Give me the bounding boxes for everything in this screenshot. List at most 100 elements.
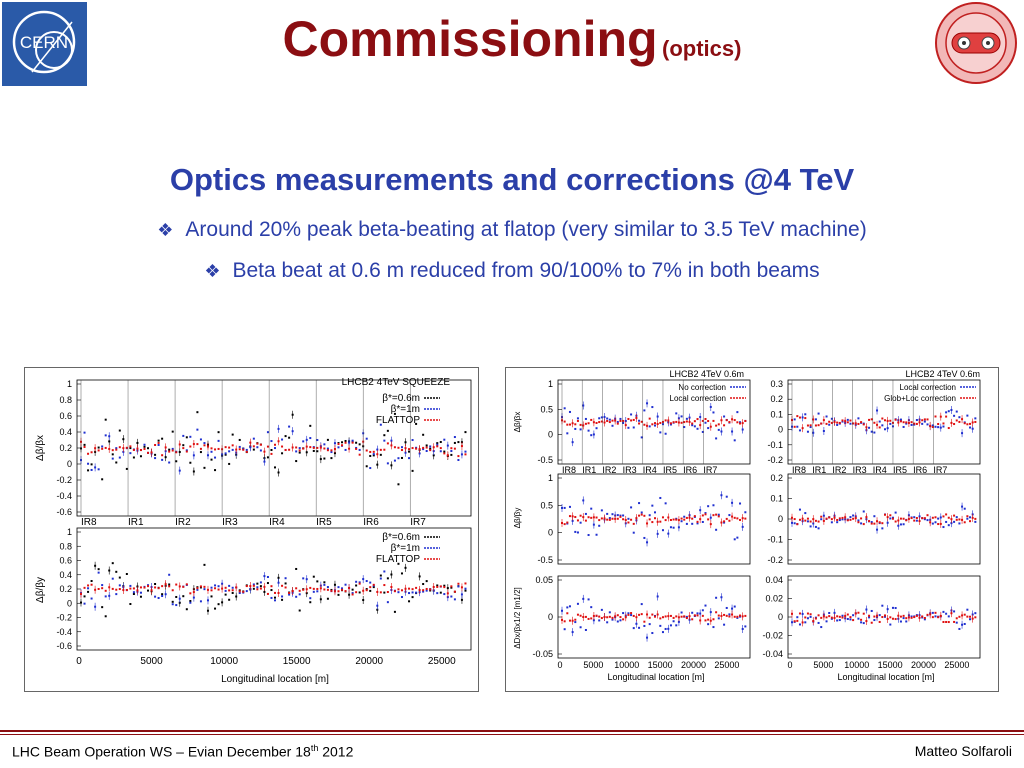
data-point	[953, 414, 956, 417]
data-point	[937, 426, 940, 429]
data-point	[274, 443, 276, 446]
data-point	[284, 582, 287, 585]
data-point	[651, 423, 654, 426]
data-point	[256, 582, 259, 585]
slide-title: Commissioning (optics)	[0, 10, 1024, 68]
data-point	[913, 422, 916, 425]
data-point	[942, 610, 945, 613]
data-point	[798, 508, 801, 511]
data-point	[611, 517, 614, 520]
y-tick-label: -0.2	[56, 475, 72, 485]
data-point	[841, 420, 844, 423]
data-point	[598, 524, 601, 527]
data-point	[139, 595, 142, 598]
y-tick-label: 0	[778, 425, 783, 435]
data-point	[302, 577, 305, 580]
data-point	[934, 615, 937, 618]
data-point	[393, 446, 396, 449]
data-point	[712, 419, 715, 422]
data-point	[369, 454, 372, 457]
y-tick-label: -0.4	[56, 627, 72, 637]
data-point	[316, 587, 319, 590]
data-point	[584, 519, 587, 522]
ir-label: IR7	[933, 465, 947, 475]
data-point	[464, 453, 467, 456]
data-point	[704, 619, 707, 622]
data-point	[958, 615, 961, 618]
data-point	[266, 575, 269, 578]
data-point	[632, 418, 635, 421]
data-point	[358, 582, 361, 585]
data-point	[83, 431, 86, 434]
ir-label: IR3	[853, 465, 867, 475]
data-point	[90, 597, 93, 600]
data-point	[386, 591, 389, 594]
y-tick-label: 0.3	[770, 379, 783, 389]
data-point	[576, 417, 579, 420]
data-point	[143, 447, 146, 450]
data-point	[966, 608, 969, 611]
data-point	[210, 458, 213, 461]
data-point	[675, 615, 678, 618]
data-point	[947, 427, 950, 430]
data-point	[97, 571, 100, 574]
data-point	[111, 587, 114, 590]
data-point	[857, 417, 860, 420]
data-point	[355, 584, 358, 587]
data-point	[798, 518, 801, 521]
data-point	[411, 469, 414, 472]
title-sub: (optics)	[662, 36, 742, 61]
data-point	[579, 521, 582, 524]
data-point	[611, 424, 614, 427]
data-point	[270, 585, 273, 588]
data-point	[97, 468, 100, 471]
y-tick-label: 0.04	[765, 575, 783, 585]
data-point	[587, 422, 590, 425]
y-axis-label: ΔDx/βx1/2 [m1/2]	[513, 587, 522, 649]
data-point	[717, 513, 720, 516]
data-point	[852, 422, 855, 425]
legend-label: FLATTOP	[376, 554, 420, 565]
data-point	[450, 453, 453, 456]
data-point	[884, 614, 886, 617]
data-point	[365, 437, 368, 440]
data-point	[640, 613, 643, 616]
data-point	[281, 438, 284, 441]
data-point	[659, 431, 662, 434]
data-point	[680, 517, 683, 520]
data-point	[937, 523, 940, 526]
data-point	[397, 591, 400, 594]
data-point	[606, 512, 609, 515]
data-point	[974, 616, 977, 619]
data-point	[630, 612, 633, 615]
data-point	[125, 467, 128, 470]
data-point	[185, 450, 188, 453]
data-point	[712, 626, 715, 629]
data-point	[436, 442, 439, 445]
data-point	[725, 614, 728, 617]
data-point	[284, 586, 287, 589]
data-point	[685, 417, 688, 420]
data-point	[857, 521, 860, 524]
data-point	[661, 516, 664, 519]
data-point	[365, 465, 368, 468]
data-point	[638, 613, 641, 616]
data-point	[125, 573, 128, 576]
data-point	[669, 423, 672, 426]
y-tick-label: 0.8	[59, 541, 72, 551]
data-point	[590, 418, 593, 421]
data-point	[386, 442, 389, 445]
data-point	[386, 601, 389, 604]
data-point	[953, 520, 956, 523]
data-point	[281, 598, 284, 601]
data-point	[429, 447, 432, 450]
data-point	[953, 610, 956, 613]
data-point	[90, 579, 93, 582]
data-point	[683, 515, 686, 518]
data-point	[627, 517, 630, 520]
data-point	[312, 590, 315, 593]
data-point	[566, 432, 569, 435]
data-point	[574, 516, 577, 519]
data-point	[899, 517, 902, 520]
ir-label: IR4	[269, 517, 285, 528]
